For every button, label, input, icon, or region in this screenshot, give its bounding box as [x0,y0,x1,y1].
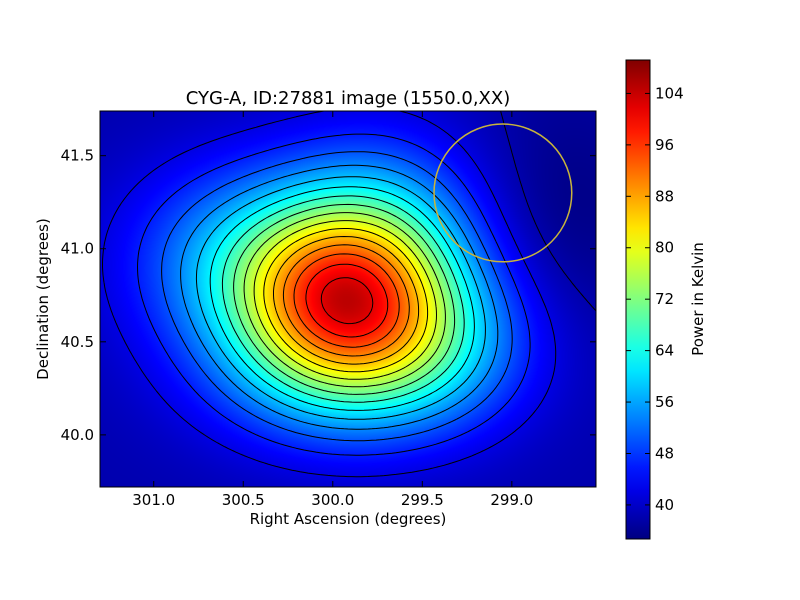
colorbar-tick-label: 56 [655,393,674,411]
y-tick-label: 40.5 [61,333,94,351]
contour-level-5 [195,176,486,420]
colorbar-tick-label: 88 [655,187,674,205]
x-axis: 301.0 300.5 300.0 299.5 299.0 [132,111,533,509]
contour-level-10 [253,220,437,380]
colorbar-tick-label: 64 [655,342,674,360]
colorbar-tick-label: 72 [655,290,674,308]
contour-level-7 [221,195,465,403]
colorbar-tick-label: 96 [655,136,674,154]
contour-level-4 [180,164,499,430]
x-tick-label: 299.5 [401,491,444,509]
contour-level-13 [282,244,410,357]
y-tick-label: 41.0 [61,240,94,258]
x-tick-label: 301.0 [132,491,175,509]
colorbar: 40 48 56 64 72 80 88 96 104 Power in Kelvin [625,59,707,540]
contour-level-16 [320,277,374,325]
contour-level-1 [102,111,557,478]
contour-level-15 [305,263,389,338]
x-tick-label: 300.0 [311,491,354,509]
y-tick-label: 40.0 [61,426,94,444]
contour-level-3 [161,151,513,442]
contour-lines [102,111,596,478]
chart-title: CYG-A, ID:27881 image (1550.0,XX) [186,88,510,109]
contour-level-9 [243,212,446,388]
y-axis: 40.0 40.5 41.0 41.5 [61,147,596,444]
contour-level-8 [233,203,456,395]
x-axis-label: Right Ascension (degrees) [250,510,447,528]
heatmap-image [100,111,596,487]
plot-frame [99,110,597,488]
colorbar-label: Power in Kelvin [689,242,707,356]
contour-level-11 [263,228,429,373]
beam-circle-marker [433,123,573,263]
contour-level-2 [137,133,531,456]
contour-level-12 [273,236,420,365]
colorbar-tick-label: 80 [655,239,674,257]
colorbar-ticks: 40 48 56 64 72 80 88 96 104 [626,84,684,514]
plot-area [99,110,597,488]
colorbar-tick-label: 40 [655,496,674,514]
contour-level-0 [500,111,596,312]
contour-level-14 [293,253,400,348]
x-tick-label: 300.5 [222,491,265,509]
contour-level-6 [209,186,475,411]
colorbar-tick-label: 48 [655,444,674,462]
colorbar-tick-label: 104 [655,84,684,102]
x-tick-label: 299.0 [490,491,533,509]
y-axis-label: Declination (degrees) [34,218,52,380]
y-tick-label: 41.5 [61,147,94,165]
